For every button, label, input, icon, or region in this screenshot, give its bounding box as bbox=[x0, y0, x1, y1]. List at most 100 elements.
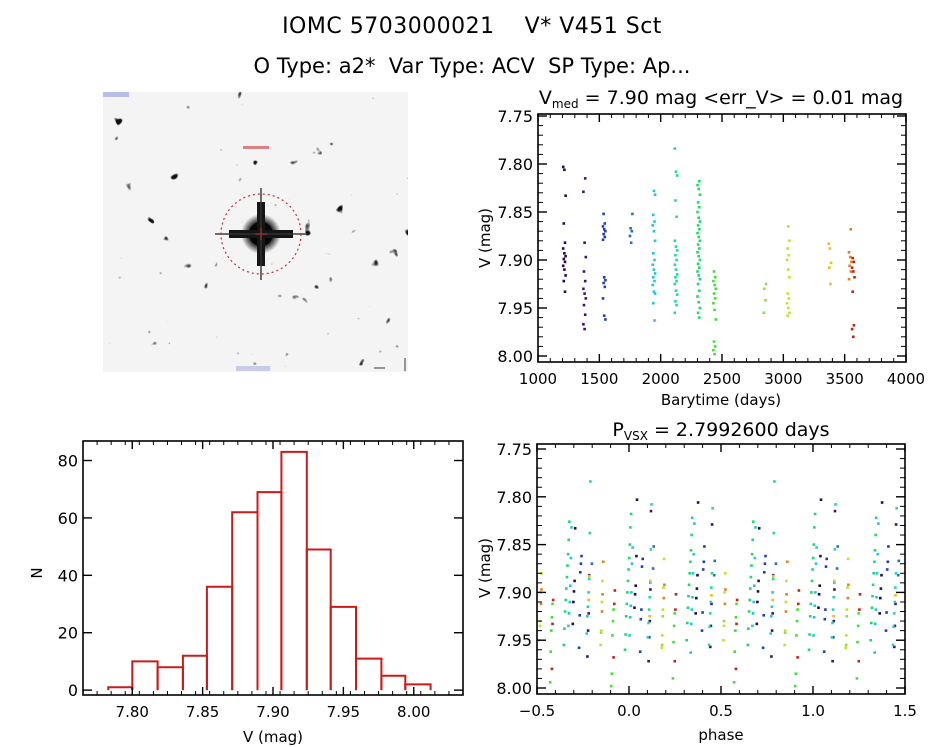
phase-plot-point bbox=[686, 621, 689, 625]
light-curve-point bbox=[848, 255, 852, 259]
light-curve-point bbox=[851, 290, 854, 293]
phase-plot-point bbox=[833, 581, 836, 585]
phase-plot-point bbox=[685, 638, 688, 642]
phase-plot-point bbox=[551, 622, 554, 626]
light-curve-point bbox=[651, 263, 654, 267]
light-curve-point bbox=[696, 243, 700, 246]
phase-plot-point bbox=[646, 636, 650, 639]
phase-plot-point bbox=[747, 610, 751, 613]
light-curve-point bbox=[675, 303, 678, 307]
phase-plot-point bbox=[735, 602, 738, 606]
phase-plot-point bbox=[633, 606, 636, 609]
light-curve-point bbox=[696, 251, 699, 254]
phase-plot-point bbox=[661, 634, 664, 637]
phase-plot-point bbox=[702, 560, 706, 564]
light-curve-point bbox=[697, 300, 700, 304]
light-curve-point bbox=[675, 293, 679, 296]
light-curve-point bbox=[564, 254, 567, 258]
orientation-arrow-icon bbox=[374, 358, 406, 371]
light-curve-point bbox=[713, 308, 716, 312]
phase-plot-point bbox=[708, 625, 711, 629]
phase-plot-point bbox=[835, 567, 839, 570]
phase-plot-point bbox=[796, 608, 799, 611]
phase-plot-point bbox=[689, 549, 693, 552]
light-curve-point bbox=[653, 193, 657, 196]
phase-plot-point bbox=[663, 583, 666, 587]
phase-plot-point bbox=[612, 656, 615, 659]
x-tick-label: 7.95 bbox=[327, 703, 360, 721]
light-curve-point bbox=[849, 270, 853, 273]
phase-plot-point bbox=[648, 615, 651, 618]
phase-plot-point bbox=[572, 600, 575, 604]
phase-plot-point bbox=[586, 629, 590, 632]
phase-plot-point bbox=[661, 615, 665, 618]
y-tick-label: 7.75 bbox=[497, 107, 533, 126]
light-curve-point bbox=[696, 262, 700, 266]
phase-plot-point bbox=[770, 655, 773, 658]
phase-plot-point bbox=[689, 651, 692, 654]
phase-plot-point bbox=[651, 567, 655, 570]
phase-plot-point bbox=[647, 608, 651, 611]
histogram-bar bbox=[131, 660, 159, 691]
light-curve-point bbox=[786, 225, 790, 228]
phase-plot-point bbox=[724, 572, 727, 575]
phase-plot-point bbox=[579, 571, 582, 574]
light-curve-point bbox=[696, 210, 699, 214]
phase-plot-point bbox=[873, 560, 876, 564]
light-curve-point bbox=[583, 327, 586, 331]
light-curve-point bbox=[651, 283, 654, 287]
phase-plot-point bbox=[753, 556, 757, 560]
phase-plot-point bbox=[783, 643, 786, 647]
light-curve-point bbox=[712, 279, 715, 283]
histogram-frame bbox=[82, 440, 464, 696]
phase-plot-point bbox=[567, 624, 570, 628]
phase-plot-point bbox=[550, 616, 554, 619]
target-marker-circle bbox=[220, 193, 302, 275]
histogram-bars bbox=[107, 450, 432, 691]
phase-plot-point bbox=[746, 643, 750, 647]
light-curve-point bbox=[561, 264, 565, 268]
phase-plot-point bbox=[831, 659, 834, 663]
phase-plot-point bbox=[710, 594, 713, 597]
light-curve-point bbox=[584, 297, 588, 300]
phase-plot-point bbox=[689, 560, 692, 564]
histogram-plot: 7.80 7.85 7.90 7.95 8.00 0 20 40 60 80 V (mag) N bbox=[28, 440, 464, 746]
light-curve-point bbox=[673, 263, 677, 267]
phase-plot-point bbox=[589, 480, 592, 483]
light-curve-point bbox=[698, 193, 702, 196]
phase-plot-point bbox=[580, 554, 583, 558]
light-curve-point bbox=[714, 287, 718, 291]
light-curve-point bbox=[850, 266, 854, 269]
phase-plot-point bbox=[649, 548, 653, 551]
phase-plot-xlabel: phase bbox=[698, 726, 743, 744]
phase-plot-point bbox=[649, 579, 652, 583]
light-curve-point bbox=[697, 235, 700, 239]
histogram-bar bbox=[355, 657, 383, 691]
phase-plot-point bbox=[691, 595, 694, 599]
light-curve-point bbox=[584, 255, 588, 259]
phase-plot-point bbox=[894, 602, 897, 606]
light-curve-point bbox=[629, 227, 632, 230]
phase-plot-point bbox=[817, 606, 820, 609]
phase-plot-point bbox=[724, 588, 727, 591]
light-curve-point bbox=[631, 212, 634, 216]
phase-plot-point bbox=[628, 634, 631, 637]
light-curve-point bbox=[602, 212, 605, 216]
phase-plot-point bbox=[641, 557, 644, 561]
phase-plot-point bbox=[624, 633, 627, 636]
phase-plot-point bbox=[813, 526, 816, 529]
phase-plot-point bbox=[811, 568, 814, 571]
light-curve-point bbox=[674, 199, 677, 202]
y-tick-label: 8.00 bbox=[497, 347, 533, 366]
histogram-axes: 7.80 7.85 7.90 7.95 8.00 0 20 40 60 80 bbox=[58, 441, 464, 721]
phase-plot-point bbox=[756, 590, 760, 593]
y-tick-label: 7.95 bbox=[496, 631, 532, 650]
phase-plot-point bbox=[563, 610, 567, 613]
light-curve-point bbox=[652, 290, 656, 293]
phase-plot-point bbox=[710, 586, 713, 589]
light-curve-point bbox=[696, 270, 699, 273]
phase-plot-point bbox=[570, 526, 573, 529]
light-curve-point bbox=[563, 252, 566, 255]
phase-plot-point bbox=[876, 552, 879, 556]
light-curve-point bbox=[674, 276, 677, 279]
